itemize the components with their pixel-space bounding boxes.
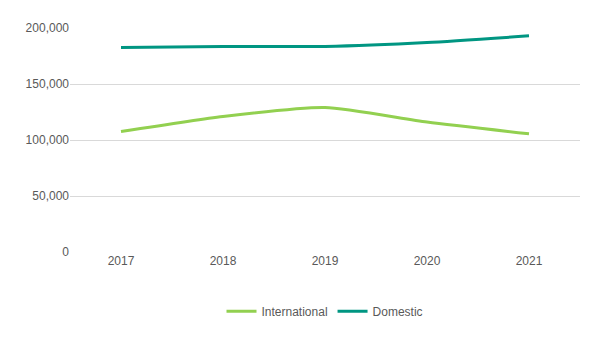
svg-text:0: 0 [62, 245, 69, 259]
svg-text:2020: 2020 [414, 254, 441, 268]
svg-text:2018: 2018 [210, 254, 237, 268]
svg-text:2021: 2021 [516, 254, 543, 268]
svg-text:Domestic: Domestic [373, 305, 423, 319]
svg-text:50,000: 50,000 [32, 189, 69, 203]
svg-text:100,000: 100,000 [26, 133, 70, 147]
svg-text:150,000: 150,000 [26, 77, 70, 91]
svg-text:200,000: 200,000 [26, 21, 70, 35]
svg-text:2019: 2019 [312, 254, 339, 268]
svg-text:2017: 2017 [108, 254, 135, 268]
svg-text:International: International [262, 305, 328, 319]
